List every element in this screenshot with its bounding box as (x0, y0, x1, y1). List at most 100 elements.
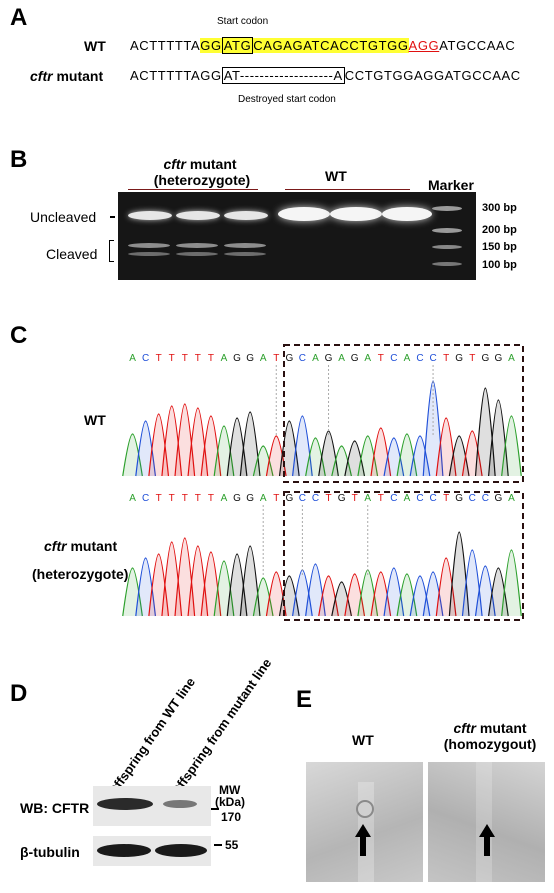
trace-peak (461, 430, 483, 477)
base-call: A (364, 353, 371, 364)
base-call: A (508, 493, 515, 504)
base-call: A (221, 353, 228, 364)
gel-group2-label: WT (325, 168, 347, 184)
base-call: C (416, 493, 423, 504)
cleaved-bracket (109, 240, 114, 262)
wt-seq-post: ATGCCAAC (439, 38, 516, 53)
base-call: T (378, 493, 384, 504)
base-call: G (338, 493, 346, 504)
trace-peak (501, 415, 522, 477)
base-call: C (299, 353, 306, 364)
panel-label-c: C (10, 322, 28, 349)
base-call: T (273, 353, 279, 364)
panel-label-d: D (10, 680, 28, 707)
wt-label-e: WT (352, 732, 374, 748)
base-call: T (378, 353, 384, 364)
wt-label-a: WT (84, 38, 106, 54)
gel-group1-label: cftr mutant (163, 156, 237, 172)
start-codon-box: ATG (221, 37, 254, 54)
panel-label-b: B (10, 146, 28, 173)
base-call: C (142, 493, 149, 504)
base-call: G (246, 493, 254, 504)
base-call: A (508, 353, 515, 364)
wt-seq-hl2: CAGAGATCACCTGTGG (253, 38, 409, 53)
base-call: T (208, 493, 214, 504)
marker-band (432, 245, 462, 249)
marker-band (432, 228, 462, 233)
mw170-tick (211, 808, 219, 810)
gel-band (330, 207, 382, 221)
base-call: T (469, 353, 475, 364)
marker-band (432, 206, 462, 211)
base-call: G (495, 353, 503, 364)
blot-band (97, 798, 153, 810)
trace-peak (292, 415, 313, 477)
pam-sequence: AGG (408, 38, 440, 53)
cftr-blot (93, 786, 211, 826)
base-call: A (260, 353, 267, 364)
bp-300: 300 bp (482, 202, 517, 214)
mutant-label-e: cftr mutant (453, 720, 527, 736)
trace-peak (239, 545, 261, 617)
gel-group1-sub: (heterozygote) (153, 172, 251, 188)
base-call: G (246, 353, 254, 364)
mutant-label-a: cftr mutant (30, 68, 104, 84)
base-call: G (455, 493, 463, 504)
base-call: T (273, 493, 279, 504)
trace-peak (435, 417, 457, 477)
gel-band (176, 211, 220, 220)
base-call: G (233, 493, 241, 504)
agarose-gel (118, 192, 476, 280)
midline (476, 762, 492, 882)
base-call: T (195, 353, 201, 364)
base-call: T (443, 353, 449, 364)
base-call: C (390, 493, 397, 504)
mw-label: MW (219, 783, 241, 797)
mutant-label-c: cftr mutant (44, 538, 118, 554)
base-call: G (285, 353, 293, 364)
base-call: A (404, 353, 411, 364)
cleaved-label: Cleaved (46, 246, 98, 262)
base-call: T (156, 353, 162, 364)
mut-seq-post: CCTGTGGAGGATGCCAAC (344, 68, 521, 83)
gel-band (224, 252, 266, 256)
base-call: G (325, 353, 333, 364)
base-call: C (390, 353, 397, 364)
trace-peak (501, 549, 522, 617)
gel-band (278, 207, 330, 221)
arrow-up-icon (479, 824, 495, 837)
tubulin-blot (93, 836, 211, 866)
base-call: A (404, 493, 411, 504)
base-call: T (182, 493, 188, 504)
uncleaved-tick (110, 216, 115, 218)
blot-band (97, 844, 151, 857)
base-call: T (182, 353, 188, 364)
gel-band (128, 252, 170, 256)
base-call: A (129, 493, 136, 504)
base-call: G (233, 353, 241, 364)
base-call: C (429, 493, 436, 504)
base-call: T (208, 353, 214, 364)
base-call: C (299, 493, 306, 504)
base-call: T (443, 493, 449, 504)
blot-band (155, 844, 207, 857)
mutant-sub-e: (homozygout) (443, 736, 537, 752)
base-call: G (285, 493, 293, 504)
group2-divider (285, 189, 410, 190)
mw170-label: 170 (221, 810, 242, 824)
deletion-box: AT-------------------A (221, 67, 345, 84)
base-call: T (195, 493, 201, 504)
mutant-embryo-image (428, 762, 545, 882)
base-call: T (352, 493, 358, 504)
start-codon-label: Start codon (217, 16, 269, 27)
base-call: G (455, 353, 463, 364)
base-call: T (156, 493, 162, 504)
wt-embryo-image (306, 762, 423, 882)
uncleaved-label: Uncleaved (30, 209, 97, 225)
gel-band (382, 207, 432, 221)
base-call: T (325, 493, 331, 504)
wt-sequence: ACTTTTTAGG ATG CAGAGATCACCTGTGGAGGATGCCAAC (130, 37, 516, 54)
mut-seq-pre: ACTTTTTAGG (130, 68, 222, 83)
base-call: C (469, 493, 476, 504)
